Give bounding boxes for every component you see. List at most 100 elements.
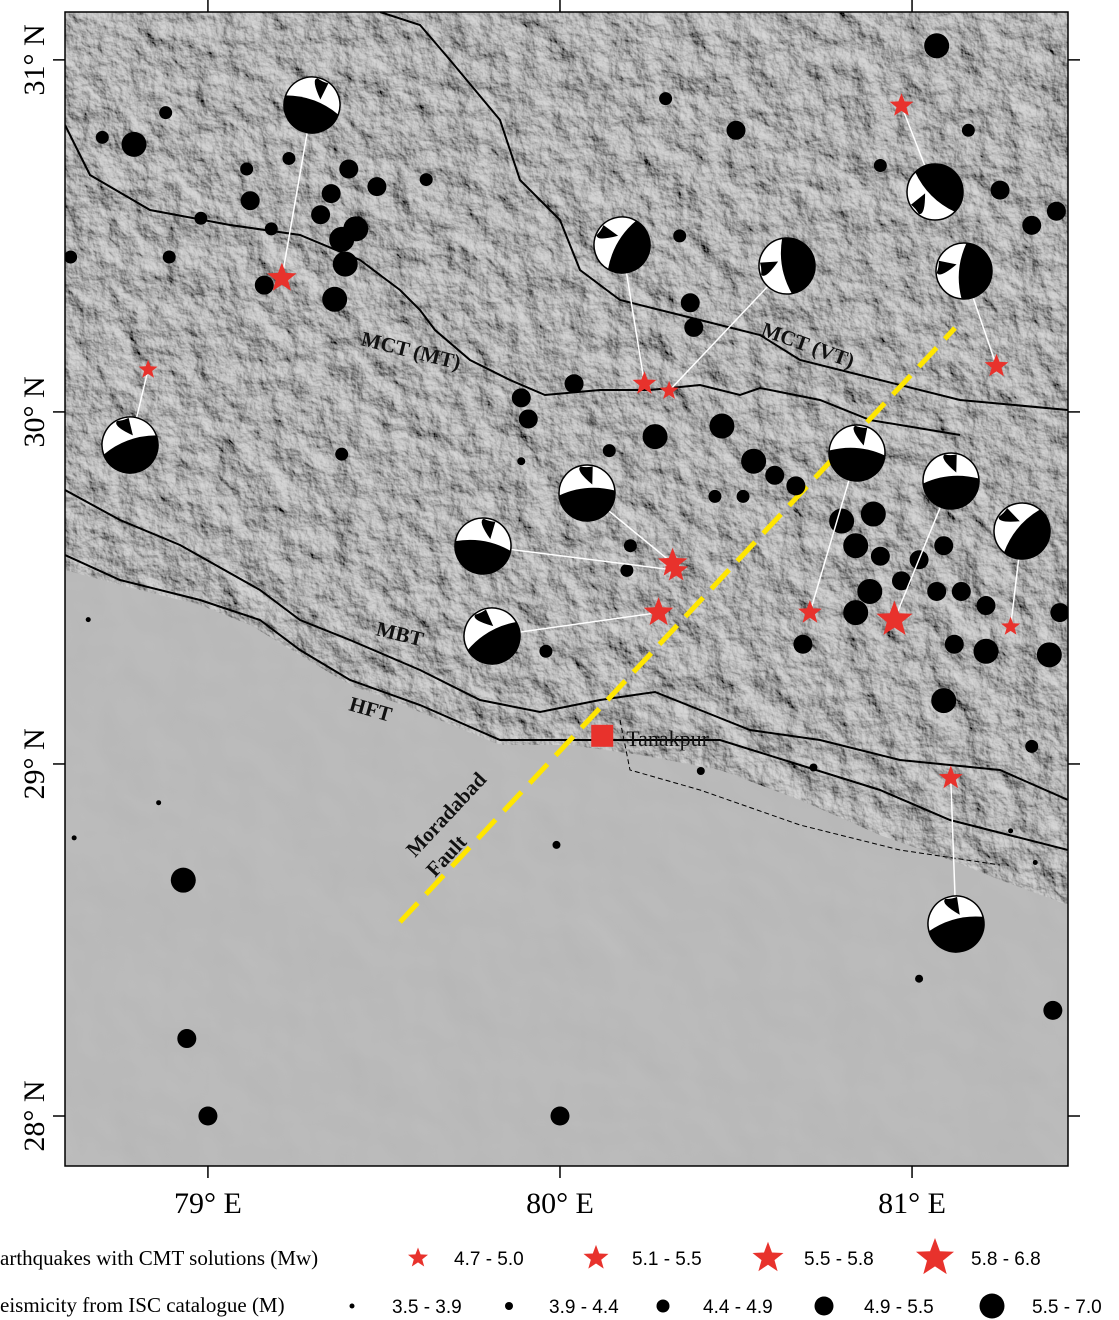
isc-event — [697, 767, 705, 775]
isc-event — [793, 635, 812, 654]
legend-title: arthquakes with CMT solutions (Mw) — [0, 1246, 318, 1270]
legend-symbol — [657, 1300, 670, 1313]
isc-event — [829, 509, 854, 534]
legend-label: 4.9 - 5.5 — [864, 1297, 934, 1318]
legend-label: 5.5 - 5.8 — [804, 1249, 874, 1270]
isc-event — [962, 124, 975, 137]
isc-event — [194, 212, 207, 225]
isc-event — [931, 688, 956, 713]
isc-event — [241, 191, 260, 210]
isc-event — [871, 547, 890, 566]
isc-event — [171, 868, 196, 893]
legend-label: 5.5 - 7.0 — [1032, 1297, 1102, 1318]
legend-label: 3.5 - 3.9 — [392, 1297, 462, 1318]
isc-event — [973, 639, 998, 664]
isc-event — [1008, 828, 1013, 833]
isc-event — [64, 251, 77, 264]
legend-label: 5.8 - 6.8 — [971, 1249, 1041, 1270]
isc-event — [843, 600, 868, 625]
isc-event — [322, 287, 347, 312]
isc-event — [343, 216, 368, 241]
isc-event — [255, 276, 274, 295]
isc-event — [1025, 740, 1038, 753]
isc-event — [265, 222, 278, 235]
isc-event — [861, 502, 886, 527]
isc-event — [322, 184, 341, 203]
isc-event — [620, 564, 633, 577]
map-area: Tanakpur MCT (MT) MCT (VT) MBT HFT Morad… — [64, 12, 1069, 1166]
isc-event — [240, 163, 253, 176]
x-tick-label: 80° E — [526, 1187, 594, 1220]
isc-event — [659, 92, 672, 105]
isc-event — [282, 152, 295, 165]
isc-event — [539, 645, 552, 658]
isc-event — [72, 835, 77, 840]
isc-event — [643, 424, 668, 449]
legend-label: 4.7 - 5.0 — [454, 1249, 524, 1270]
isc-event — [927, 582, 946, 601]
isc-event — [565, 374, 584, 393]
isc-event — [945, 635, 964, 654]
isc-event — [1050, 603, 1069, 622]
legend-title: eismicity from ISC catalogue (M) — [0, 1293, 285, 1317]
isc-event — [552, 841, 560, 849]
isc-event — [311, 205, 330, 224]
town-label: Tanakpur — [626, 726, 709, 751]
isc-event — [952, 582, 971, 601]
isc-event — [874, 159, 887, 172]
isc-event — [684, 318, 703, 337]
isc-event — [709, 414, 734, 439]
legend-symbol — [408, 1248, 428, 1267]
isc-event — [517, 457, 525, 465]
isc-event — [765, 466, 784, 485]
isc-event — [624, 539, 637, 552]
isc-event — [934, 536, 953, 555]
legend-symbol — [815, 1297, 834, 1316]
isc-event — [512, 388, 531, 407]
isc-event — [122, 132, 147, 157]
legend-symbol — [350, 1304, 355, 1309]
legend-label: 5.1 - 5.5 — [632, 1249, 702, 1270]
isc-event — [1043, 1001, 1062, 1020]
legend-symbol — [916, 1238, 954, 1274]
isc-event — [603, 444, 616, 457]
legend-symbol — [505, 1302, 513, 1310]
isc-event — [857, 579, 882, 604]
y-tick-label: 28° N — [18, 1080, 51, 1151]
x-tick-label: 79° E — [174, 1187, 242, 1220]
isc-event — [333, 252, 358, 277]
isc-event — [339, 160, 358, 179]
isc-event — [741, 449, 766, 474]
isc-event — [976, 596, 995, 615]
isc-event — [198, 1107, 217, 1126]
isc-event — [86, 617, 91, 622]
isc-event — [673, 229, 686, 242]
isc-event — [727, 121, 746, 140]
town-marker — [591, 725, 613, 747]
isc-event — [786, 476, 805, 495]
isc-event — [843, 533, 868, 558]
isc-event — [550, 1107, 569, 1126]
y-tick-label: 31° N — [18, 24, 51, 95]
isc-event — [177, 1029, 196, 1048]
legend-symbol — [584, 1245, 609, 1269]
isc-event — [991, 181, 1010, 200]
y-tick-label: 29° N — [18, 728, 51, 799]
y-tick-label: 30° N — [18, 376, 51, 447]
legend-symbol — [980, 1294, 1005, 1319]
legend: arthquakes with CMT solutions (Mw) 4.7 - … — [0, 1238, 1102, 1319]
isc-event — [367, 177, 386, 196]
isc-event — [924, 33, 949, 58]
isc-event — [1022, 216, 1041, 235]
x-tick-label: 81° E — [878, 1187, 946, 1220]
map-figure: Tanakpur MCT (MT) MCT (VT) MBT HFT Morad… — [0, 0, 1119, 1320]
isc-event — [809, 763, 817, 771]
legend-symbol — [753, 1242, 784, 1272]
isc-event — [1037, 642, 1062, 667]
isc-event — [915, 975, 923, 983]
isc-event — [335, 448, 348, 461]
isc-event — [156, 800, 161, 805]
legend-label: 3.9 - 4.4 — [549, 1297, 619, 1318]
isc-event — [708, 490, 721, 503]
isc-event — [1047, 202, 1066, 221]
